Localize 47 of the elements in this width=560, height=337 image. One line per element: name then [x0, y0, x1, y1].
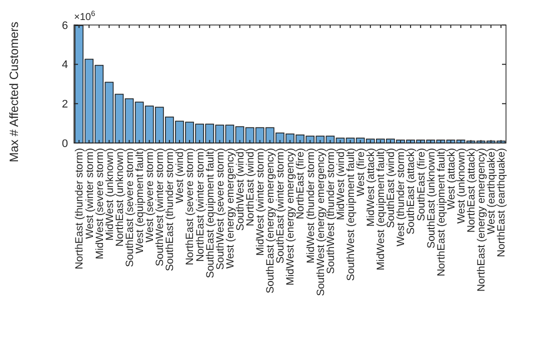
x-tick-label: SouthEast (severe storm): [124, 148, 136, 268]
text: ×10$^{6}$: [74, 8, 96, 23]
x-tick-label: West (wind): [174, 148, 186, 204]
x-tick-label: SouthEast (unknown): [425, 148, 438, 248]
x-tick-label: SouthEast (wind): [385, 148, 398, 228]
y-tick-label: 4: [62, 59, 68, 72]
x-tick-label: SouthEast (thunder storm): [164, 148, 176, 272]
x-tick-label: SouthEast (fire): [415, 148, 428, 221]
x-tick-label: NorthEast (wind): [244, 148, 256, 226]
x-tick-label: West (energy emergency): [224, 148, 236, 269]
x-tick-label: NorthEast (earthquake): [496, 148, 508, 258]
x-tick-label: MidWest (wind): [334, 148, 347, 220]
x-tick-label: SouthWest (energy emergency): [314, 148, 327, 296]
x-tick-label: West (earthquake): [486, 148, 498, 234]
y-tick-label: 6: [62, 20, 68, 32]
x-tick-label: SouthEast (attack): [405, 148, 418, 234]
x-tick-label: MidWest (attack): [365, 148, 378, 227]
x-tick-label: MidWest (unknown): [104, 148, 116, 241]
x-tick-label: SouthWest (winter storm): [154, 148, 166, 266]
x-tick-label: NorthEast (winter storm): [194, 148, 206, 262]
x-tick-label: NorthEast (thunder storm): [74, 148, 86, 270]
x-tick-label: West (thunder storm): [395, 148, 408, 246]
x-tick-label: NorthEast (fire): [294, 148, 307, 220]
x-tick-label: MidWest (winter storm): [254, 148, 267, 256]
x-tick-label: West (equipment fault): [134, 148, 146, 254]
x-tick-label: NorthEast (equipment fault): [435, 148, 448, 276]
x-tick-label: MidWest (thunder storm): [304, 148, 317, 264]
x-tick-label: SouthEast (equipment fault): [204, 148, 216, 278]
x-tick-label: NorthEast (severe storm): [184, 148, 196, 266]
x-tick-label: MidWest (equipment fault): [375, 148, 388, 270]
x-tick-label: West (unknown): [455, 148, 468, 224]
x-tick-label: SouthEast (energy emergency): [264, 148, 277, 294]
x-tick-label: West (winter storm): [84, 148, 96, 239]
x-tick-label: SouthWest (thunder storm): [324, 148, 337, 274]
y-axis-title: Max # Affected Customers: [7, 22, 21, 162]
x-tick-label: NorthEast (attack): [466, 148, 478, 233]
x-tick-label: NorthEast (energy emergency): [476, 148, 488, 292]
x-tick-label: SouthWest (severe storm): [214, 148, 226, 270]
x-tick-label: MidWest (energy emergency): [284, 148, 297, 286]
x-tick-label: NorthEast (unknown): [114, 148, 126, 247]
x-tick-label: West (severe storm): [144, 148, 156, 242]
x-tick-label: SouthEast (winter storm): [274, 148, 287, 264]
x-tick-label: MidWest (severe storm): [94, 148, 106, 260]
x-tick-label: West (fire): [355, 148, 367, 196]
y-tick-label: 0: [62, 138, 68, 150]
y-tick-label: 2: [62, 98, 68, 111]
x-tick-label: West (attack): [445, 148, 458, 210]
